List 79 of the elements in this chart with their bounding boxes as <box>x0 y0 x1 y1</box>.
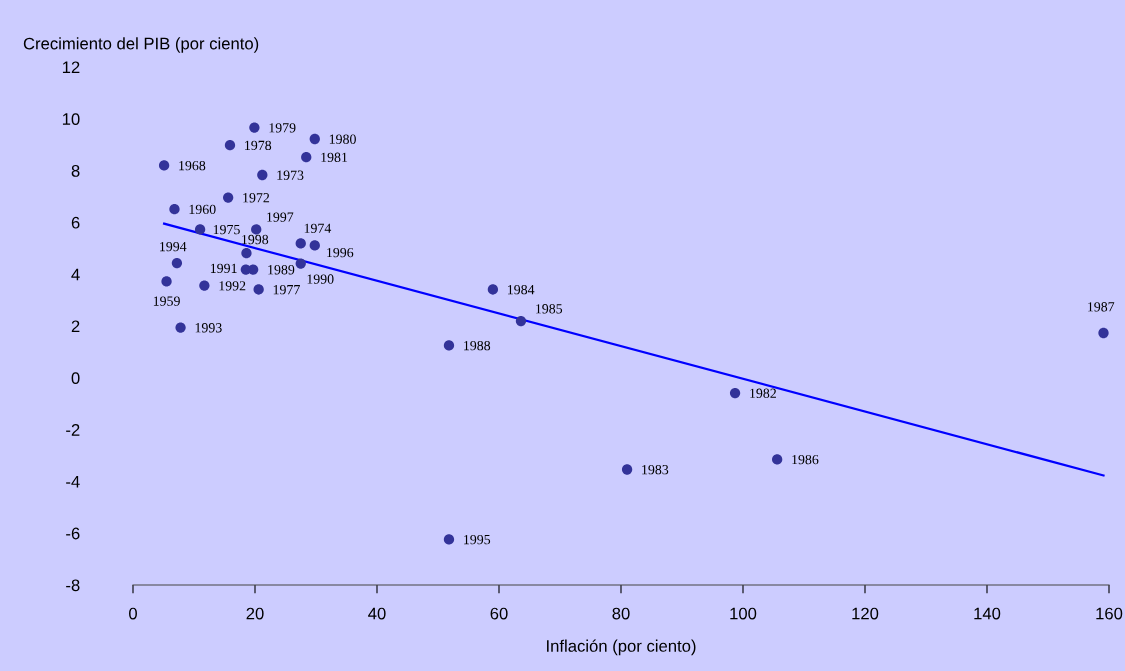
point <box>257 169 268 181</box>
point <box>309 240 320 251</box>
point <box>223 192 234 203</box>
annotation: 1972 <box>243 193 270 203</box>
annotation: 1986 <box>792 454 819 465</box>
point <box>772 454 783 465</box>
annotation: 1984 <box>508 284 535 295</box>
x-tick-label: 40 <box>368 607 386 620</box>
point <box>487 284 499 295</box>
point <box>295 258 306 269</box>
x-tick-label: 60 <box>490 607 508 620</box>
annotation: 1991 <box>210 263 237 274</box>
point <box>171 257 183 269</box>
point <box>251 224 262 235</box>
annotation: 1987 <box>1088 302 1115 312</box>
annotation: 1993 <box>195 323 222 333</box>
annotation: 1977 <box>273 285 300 295</box>
annotation: 1978 <box>245 140 272 151</box>
annotation: 1983 <box>642 464 669 475</box>
annotation: 1982 <box>750 388 776 398</box>
point <box>224 140 236 151</box>
point <box>301 151 312 163</box>
y-tick-label: 6 <box>71 216 80 229</box>
annotation: 1975 <box>213 224 240 235</box>
annotation: 1979 <box>269 123 296 133</box>
y-tick-label: 8 <box>71 165 80 177</box>
point <box>249 122 260 133</box>
point <box>240 264 251 275</box>
y-tick-label: -4 <box>66 475 80 488</box>
y-axis-title: Crecimiento del PIB (por ciento) <box>23 37 259 53</box>
point <box>443 534 455 545</box>
point <box>309 133 320 145</box>
point <box>253 284 264 295</box>
point <box>199 280 210 291</box>
annotation: 1959 <box>153 296 180 306</box>
point <box>161 276 172 287</box>
x-tick-label: 100 <box>730 607 757 620</box>
point <box>443 340 455 351</box>
annotation: 1974 <box>304 223 332 233</box>
point <box>175 322 186 333</box>
x-axis-title: Inflación (por ciento) <box>547 639 696 656</box>
y-tick-label: -8 <box>66 579 80 592</box>
annotation: 1994 <box>160 241 187 252</box>
annotation: 1985 <box>536 304 563 314</box>
annotation: 1996 <box>327 247 354 258</box>
point <box>729 387 741 399</box>
point <box>515 315 527 327</box>
annotation: 1990 <box>307 274 334 284</box>
annotation: 1997 <box>267 212 294 222</box>
point <box>169 204 180 215</box>
point <box>158 160 170 171</box>
x-tick-label: 140 <box>974 607 1001 620</box>
annotation: 1989 <box>268 265 295 275</box>
point <box>194 224 206 235</box>
y-tick-label: -2 <box>66 424 80 436</box>
x-tick-label: 20 <box>246 607 264 620</box>
y-tick-label: 0 <box>71 372 80 384</box>
y-tick-label: 12 <box>62 61 80 74</box>
annotation: 1968 <box>179 160 206 171</box>
y-tick-label: 4 <box>71 268 80 281</box>
point <box>1098 327 1109 339</box>
annotation: 1995 <box>464 534 491 545</box>
annotation: 1998 <box>242 234 269 245</box>
x-tick-label: 120 <box>852 607 879 620</box>
x-tick-label: 0 <box>129 607 137 620</box>
y-tick-label: 2 <box>71 320 80 333</box>
point <box>621 464 633 475</box>
y-tick-label: -6 <box>66 527 80 540</box>
point <box>295 238 306 249</box>
annotation: 1992 <box>219 281 246 291</box>
annotation: 1988 <box>464 340 491 351</box>
y-tick-label: 10 <box>62 113 80 125</box>
annotation: 1973 <box>277 170 304 180</box>
annotation: 1981 <box>321 152 348 162</box>
annotation: 1980 <box>329 134 356 144</box>
annotation: 1960 <box>189 204 216 215</box>
x-tick-label: 80 <box>612 607 630 620</box>
x-tick-label: 160 <box>1096 607 1123 620</box>
point <box>241 248 252 259</box>
